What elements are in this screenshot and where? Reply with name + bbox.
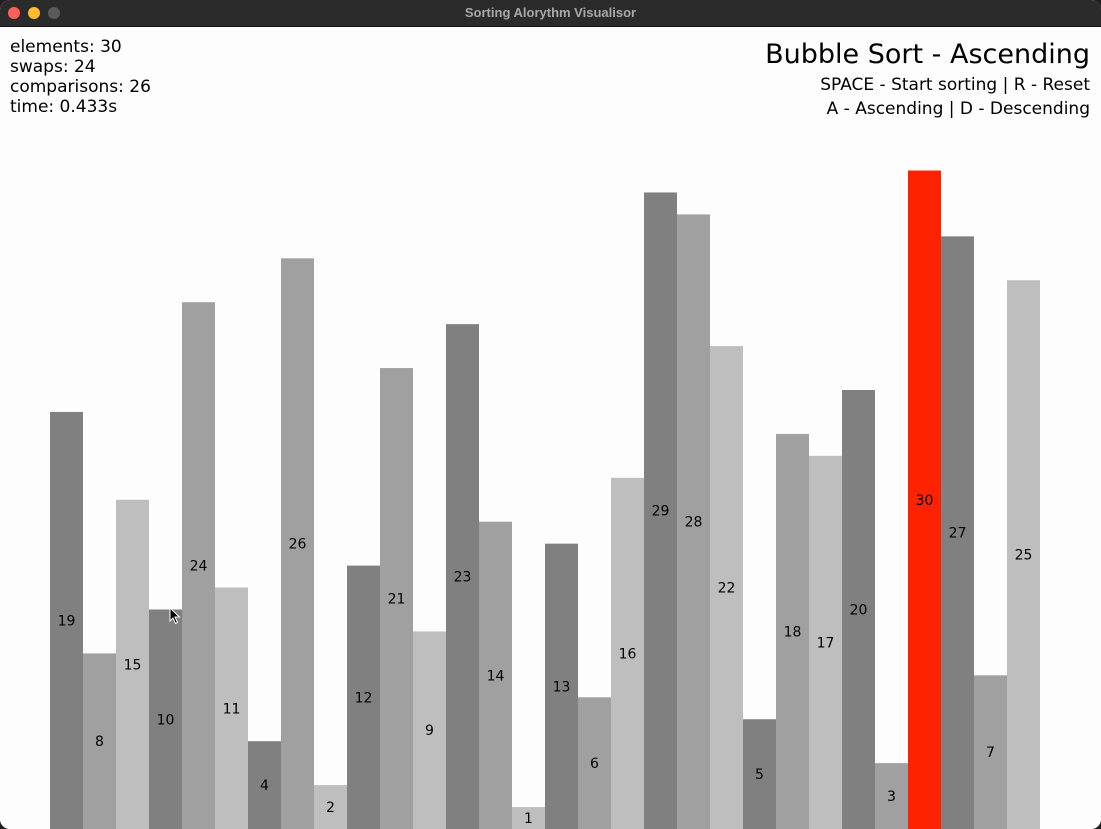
algorithm-title: Bubble Sort - Ascending (765, 39, 1090, 70)
bar-6 (578, 697, 611, 829)
bar-value-label: 9 (425, 723, 434, 739)
bar-value-label: 18 (784, 624, 802, 640)
bar-value-label: 4 (260, 778, 269, 794)
bar-25 (1007, 280, 1040, 829)
stats-panel: elements: 30 swaps: 24 comparisons: 26 t… (10, 37, 151, 117)
bar-value-label: 29 (652, 504, 670, 520)
minimize-button[interactable] (28, 7, 40, 19)
bar-value-label: 25 (1015, 548, 1033, 564)
mouse-pointer-icon (169, 607, 181, 625)
bar-value-label: 19 (58, 613, 76, 629)
bar-15 (116, 499, 149, 829)
bar-value-label: 22 (718, 581, 736, 597)
bar-2 (314, 785, 347, 829)
bar-value-label: 20 (850, 603, 868, 619)
bar-10 (149, 609, 182, 829)
bar-value-label: 15 (124, 657, 142, 673)
bar-value-label: 30 (916, 493, 934, 509)
bar-16 (611, 477, 644, 829)
bar-value-label: 2 (326, 800, 335, 816)
visualizer-canvas[interactable]: 19 8 15 10 24 11 4 26 2 12 21 9 23 14 1 13 6 16 29 28 22 5 18 1… (0, 27, 1101, 829)
title-bar: Sorting Alorythm Visualisor (0, 0, 1101, 27)
bar-value-label: 14 (487, 668, 505, 684)
bar-22 (710, 346, 743, 829)
bar-18 (776, 433, 809, 829)
bar-17 (809, 455, 842, 829)
bar-20 (842, 390, 875, 829)
bar-8 (83, 653, 116, 829)
elements-count: elements: 30 (10, 37, 122, 57)
bar-21 (380, 368, 413, 829)
bar-12 (347, 565, 380, 829)
bar-chart: 19 8 15 10 24 11 4 26 2 12 21 9 23 14 1 13 6 16 29 28 22 5 18 1… (50, 170, 1040, 829)
bar-30 (908, 170, 941, 829)
bar-value-label: 23 (454, 570, 472, 586)
bar-value-label: 24 (190, 559, 208, 575)
bar-5 (743, 719, 776, 829)
bar-27 (941, 236, 974, 829)
bar-value-label: 7 (986, 745, 995, 761)
close-button[interactable] (8, 7, 20, 19)
window-title: Sorting Alorythm Visualisor (464, 5, 637, 20)
bar-value-label: 5 (755, 767, 764, 783)
bar-26 (281, 258, 314, 829)
bar-7 (974, 675, 1007, 829)
order-hint: A - Ascending | D - Descending (826, 99, 1090, 119)
bar-value-label: 28 (685, 515, 703, 531)
swaps-count: swaps: 24 (10, 57, 96, 77)
bar-1 (512, 807, 545, 829)
bar-value-label: 8 (95, 734, 104, 750)
bar-11 (215, 587, 248, 829)
bar-value-label: 26 (289, 537, 307, 553)
bar-value-label: 12 (355, 690, 373, 706)
bar-value-label: 10 (157, 712, 175, 728)
bar-value-label: 3 (887, 789, 896, 805)
bar-4 (248, 741, 281, 829)
bar-value-label: 11 (223, 701, 241, 717)
bar-value-label: 17 (817, 635, 835, 651)
start-reset-hint: SPACE - Start sorting | R - Reset (820, 75, 1090, 95)
header-panel: Bubble Sort - Ascending SPACE - Start so… (765, 37, 1090, 121)
bar-value-label: 13 (553, 679, 571, 695)
bar-28 (677, 214, 710, 829)
elapsed-time: time: 0.433s (10, 97, 118, 117)
bar-3 (875, 763, 908, 829)
bar-19 (50, 411, 83, 829)
bar-13 (545, 543, 578, 829)
bar-value-label: 21 (388, 592, 406, 608)
comparisons-count: comparisons: 26 (10, 77, 151, 97)
bar-9 (413, 631, 446, 829)
bar-14 (479, 521, 512, 829)
bar-value-label: 16 (619, 646, 637, 662)
bar-value-label: 1 (524, 811, 533, 827)
bar-29 (644, 192, 677, 829)
zoom-button[interactable] (48, 7, 60, 19)
bar-value-label: 6 (590, 756, 599, 772)
bar-23 (446, 324, 479, 829)
bar-value-label: 27 (949, 526, 967, 542)
bar-24 (182, 302, 215, 829)
